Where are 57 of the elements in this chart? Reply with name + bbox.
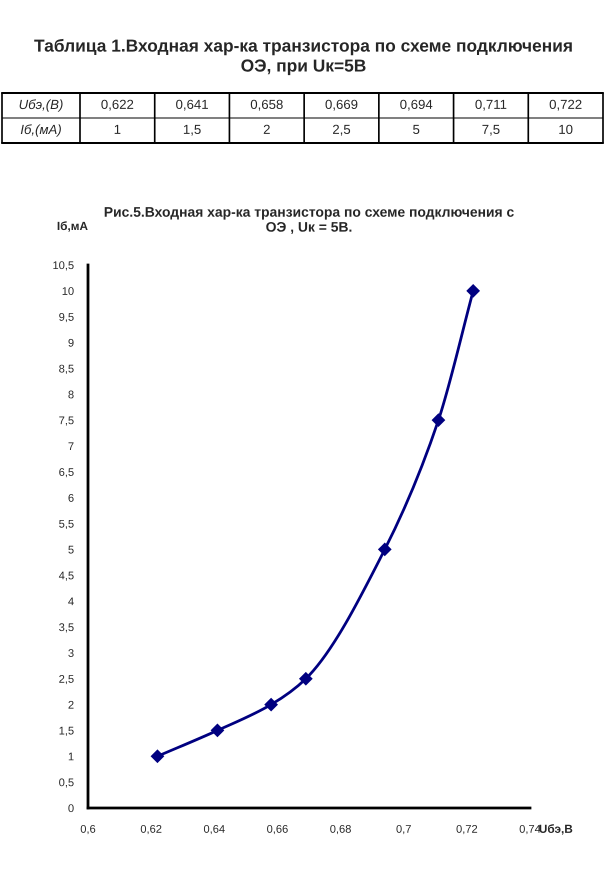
y-tick-label: 10,5 xyxy=(53,261,74,270)
y-tick-label: 0,5 xyxy=(59,778,74,788)
text: 0,722 xyxy=(550,100,582,111)
text: 0,641 xyxy=(176,100,208,111)
x-axis-title: Uбэ,В xyxy=(540,824,572,835)
x-tick-label: 0,74 xyxy=(520,824,540,834)
y-tick-label: 8 xyxy=(68,390,74,398)
y-tick-label: 4 xyxy=(68,598,74,606)
y-axis-title: Iб,мА xyxy=(58,221,88,232)
text: 0,711 xyxy=(475,100,506,111)
y-tick-label: 0 xyxy=(68,804,74,812)
text: 2,5 xyxy=(332,124,350,136)
y-tick-label: 6 xyxy=(68,494,74,502)
point xyxy=(210,724,224,738)
y-tick-label: 5 xyxy=(68,546,74,554)
chart-title: Рис.5.Входная хар-ка транзистора по схеме подключения с ОЭ , Uк = 5В. xyxy=(104,207,514,234)
y-tick-label: 9 xyxy=(68,338,74,347)
text: 0,658 xyxy=(250,100,283,111)
y-tick-label: 7,5 xyxy=(59,416,74,426)
text: 1,5 xyxy=(184,124,201,136)
text: 10 xyxy=(559,124,572,134)
y-tick-label: 4,5 xyxy=(58,572,74,581)
x-tick-label: 0,7 xyxy=(396,824,411,834)
y-tick-label: 3,5 xyxy=(59,623,74,632)
y-tick-label: 6,5 xyxy=(59,468,74,478)
x-tick-label: 0,62 xyxy=(140,824,162,834)
point xyxy=(264,698,278,712)
x-tick-label: 0,64 xyxy=(204,824,225,834)
y-tick-label: 10 xyxy=(62,287,74,295)
text: Uбэ,(В) xyxy=(20,99,63,112)
text: Iб,(мА) xyxy=(20,124,61,137)
text: 2 xyxy=(264,124,270,134)
x-tick-label: 0,6 xyxy=(80,824,96,834)
y-tick-label: 2 xyxy=(68,700,74,709)
x-tick-label: 0,66 xyxy=(267,824,288,834)
point xyxy=(432,414,446,427)
text: Таблица 1.Входная хар-ка транзистора по схеме подключения ОЭ, при Uк=5В xyxy=(34,38,572,76)
x-tick-label: 0,68 xyxy=(330,824,351,834)
y-tick-label: 2,5 xyxy=(59,674,74,684)
y-tick-label: 8,5 xyxy=(59,364,74,374)
y-tick-label: 3 xyxy=(68,649,74,657)
text: 0,622 xyxy=(101,100,134,111)
text: 7,5 xyxy=(482,124,500,136)
x-tick-label: 0,72 xyxy=(456,824,478,834)
text: 0,669 xyxy=(326,100,358,111)
y-tick-label: 5,5 xyxy=(59,520,74,530)
point xyxy=(378,542,392,556)
point xyxy=(299,672,312,686)
text: 5 xyxy=(413,124,420,134)
text: 1 xyxy=(114,124,120,134)
y-tick-label: 7 xyxy=(68,442,74,450)
point xyxy=(466,284,480,298)
y-tick-label: 1,5 xyxy=(60,726,74,736)
point xyxy=(150,750,164,763)
text: 0,694 xyxy=(400,100,432,111)
y-tick-label: 1 xyxy=(68,752,74,760)
y-tick-label: 9,5 xyxy=(59,312,74,322)
